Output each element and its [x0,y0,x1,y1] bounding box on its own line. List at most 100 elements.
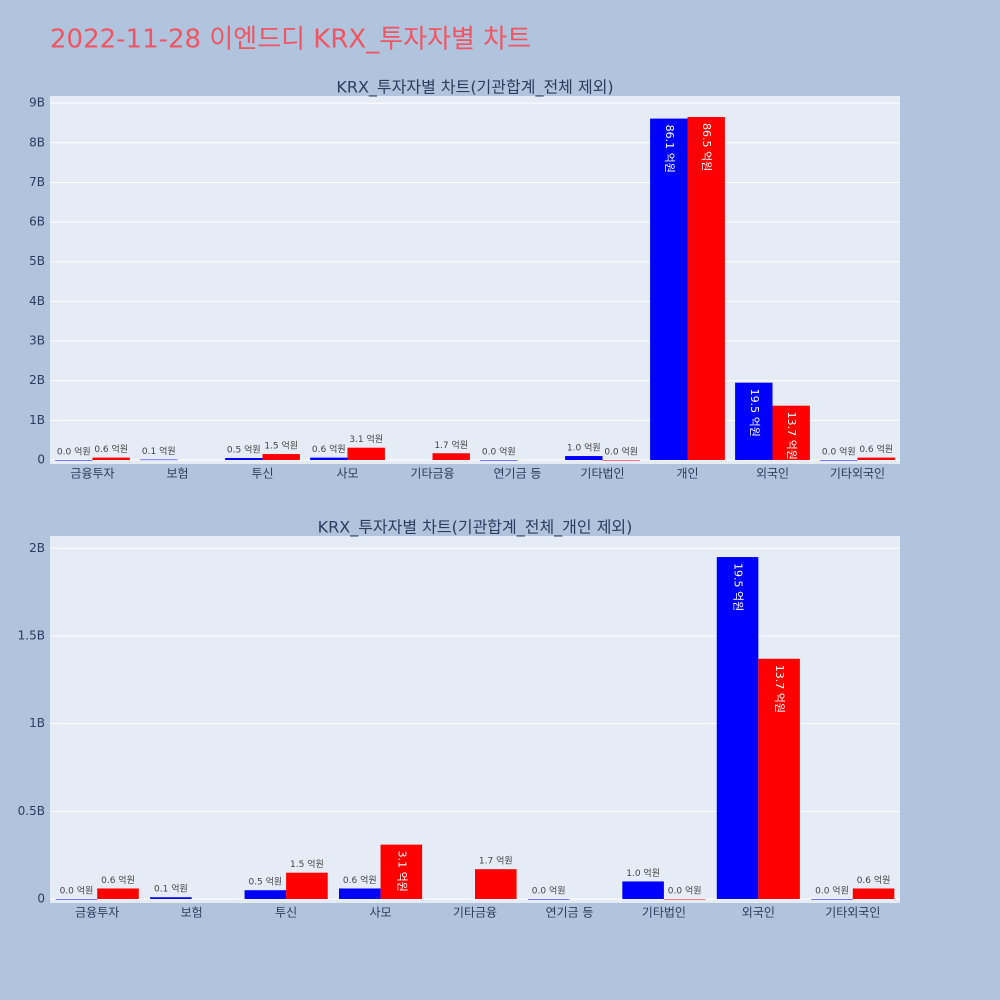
x-tick-label: 보험 [181,906,203,920]
bar [758,658,800,899]
value-label: 0.0 억원 [604,446,638,458]
value-label: 0.6 억원 [343,874,377,886]
bar [480,460,518,461]
value-label: 0.0 억원 [815,885,849,897]
bar [716,557,759,899]
value-label: 3.1 억원 [349,433,383,445]
y-tick-label: 9B [29,96,45,110]
value-label: 19.5 억원 [748,389,761,437]
value-label: 0.6 억원 [859,443,893,455]
x-tick-label: 외국인 [756,467,789,481]
x-tick-label: 기타법인 [580,467,624,481]
y-tick-label: 1B [29,413,45,427]
bar [602,460,640,461]
value-label: 19.5 억원 [732,563,745,611]
page-title: 2022-11-28 이엔드디 KRX_투자자별 차트 [50,25,531,55]
chart-title: KRX_투자자별 차트(기관합계_전체_개인 제외) [318,518,633,538]
bar [150,897,192,899]
y-tick-label: 4B [29,294,45,308]
bar [772,405,810,460]
bar [286,872,328,899]
x-tick-label: 기타외국인 [825,906,880,920]
value-label: 13.7 억원 [773,665,786,713]
value-label: 0.0 억원 [57,446,91,458]
x-tick-label: 사모 [370,906,392,920]
value-label: 0.0 억원 [668,885,702,897]
x-tick-label: 사모 [336,467,358,481]
x-tick-label: 개인 [676,467,698,481]
bar [380,844,423,899]
y-tick-label: 3B [29,334,45,348]
x-tick-label: 연기금 등 [545,906,593,920]
bar [97,888,139,899]
y-tick-label: 7B [29,175,45,189]
value-label: 1.7 억원 [434,439,468,451]
x-tick-label: 투신 [251,467,273,481]
x-tick-label: 기타외국인 [830,467,885,481]
x-tick-label: 기타금융 [410,467,454,481]
value-label: 86.5 억원 [700,123,713,171]
bar [622,881,664,899]
value-label: 0.0 억원 [60,885,94,897]
value-label: 0.0 억원 [482,446,516,458]
bar [687,117,725,460]
bar [339,888,381,899]
bar [432,453,470,460]
value-label: 1.5 억원 [290,858,324,870]
bar [310,457,348,460]
bar [650,118,688,460]
value-label: 3.1 억원 [395,851,408,892]
y-tick-label: 2B [29,541,45,555]
value-label: 0.6 억원 [94,443,128,455]
bar [527,899,570,900]
bar [820,460,858,461]
x-tick-label: 금융투자 [70,467,114,481]
bar [565,456,603,460]
bar [140,459,178,461]
x-tick-label: 외국인 [742,906,775,920]
y-tick-label: 0 [37,892,45,906]
bar [244,890,287,899]
bar [735,382,773,460]
bar [92,457,130,460]
value-label: 0.1 억원 [154,883,188,895]
value-label: 0.1 억원 [142,445,176,457]
y-tick-label: 2B [29,373,45,387]
y-tick-label: 8B [29,135,45,149]
chart-title: KRX_투자자별 차트(기관합계_전체 제외) [336,78,613,98]
value-label: 1.0 억원 [626,867,660,879]
value-label: 1.7 억원 [479,855,513,867]
bar [262,454,300,460]
value-label: 0.6 억원 [312,443,346,455]
y-tick-label: 1B [29,716,45,730]
x-tick-label: 투신 [275,906,297,920]
y-tick-label: 0.5B [18,804,45,818]
bar [811,899,853,900]
y-tick-label: 1.5B [18,628,45,642]
bar [475,869,517,899]
value-label: 13.7 억원 [785,412,798,460]
value-label: 0.0 억원 [822,446,856,458]
bar [852,888,895,899]
value-label: 0.6 억원 [857,874,891,886]
x-tick-label: 금융투자 [75,906,119,920]
y-tick-label: 6B [29,215,45,229]
bar [55,460,93,461]
value-label: 1.0 억원 [567,442,601,454]
value-label: 0.5 억원 [227,444,261,456]
x-tick-label: 보험 [166,467,188,481]
value-label: 0.0 억원 [532,885,566,897]
bar [225,458,263,460]
bar [857,457,895,460]
bar [663,899,706,900]
y-tick-label: 5B [29,254,45,268]
value-label: 86.1 억원 [663,125,676,173]
bar [347,447,385,460]
value-label: 1.5 억원 [264,440,298,452]
value-label: 0.6 억원 [101,874,135,886]
x-tick-label: 기타법인 [642,906,686,920]
y-tick-label: 0 [37,453,45,467]
bar [55,899,98,900]
x-tick-label: 기타금융 [453,906,497,920]
